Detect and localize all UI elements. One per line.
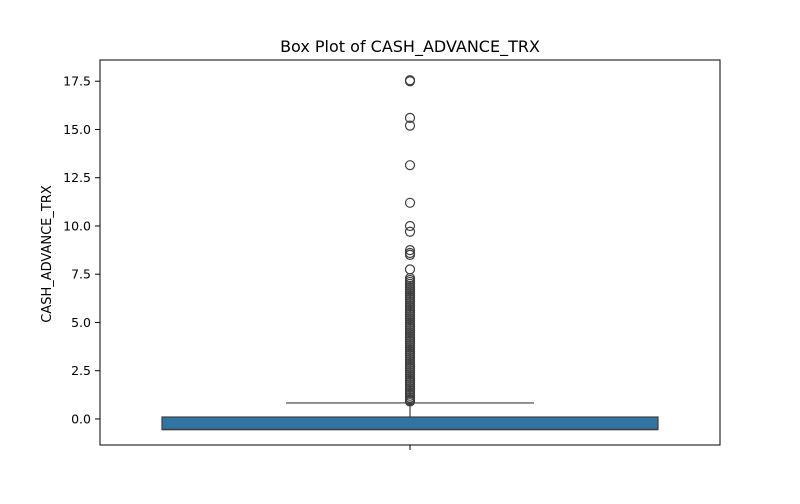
plot-frame bbox=[99, 59, 721, 446]
y-axis-label: CASH_ADVANCE_TRX bbox=[40, 185, 55, 323]
outlier-point bbox=[404, 226, 416, 237]
outlier-point bbox=[404, 264, 416, 275]
y-tick-label: 10.0 bbox=[63, 218, 91, 233]
outlier-point bbox=[404, 160, 416, 171]
y-tick-label: 12.5 bbox=[63, 170, 91, 185]
outlier-point bbox=[404, 120, 416, 131]
outlier-point bbox=[404, 249, 416, 261]
outlier-point bbox=[404, 197, 416, 208]
plot-area: 0.0 2.5 5.0 7.5 10.0 12.5 15.0 17.5 bbox=[63, 59, 721, 450]
outlier-point bbox=[404, 396, 416, 407]
y-tick-label: 7.5 bbox=[71, 267, 91, 282]
box-iqr bbox=[161, 416, 659, 431]
y-tick-label: 5.0 bbox=[71, 315, 91, 330]
outlier-point bbox=[404, 75, 416, 86]
y-tick-label: 0.0 bbox=[71, 411, 91, 426]
outlier-point bbox=[404, 220, 416, 232]
chart-title: Box Plot of CASH_ADVANCE_TRX bbox=[280, 37, 540, 57]
y-tick-label: 17.5 bbox=[63, 74, 91, 89]
outlier-point bbox=[404, 244, 416, 256]
outlier-point bbox=[404, 112, 416, 123]
y-tick-label: 15.0 bbox=[63, 122, 91, 137]
y-tick-label: 2.5 bbox=[71, 363, 91, 378]
